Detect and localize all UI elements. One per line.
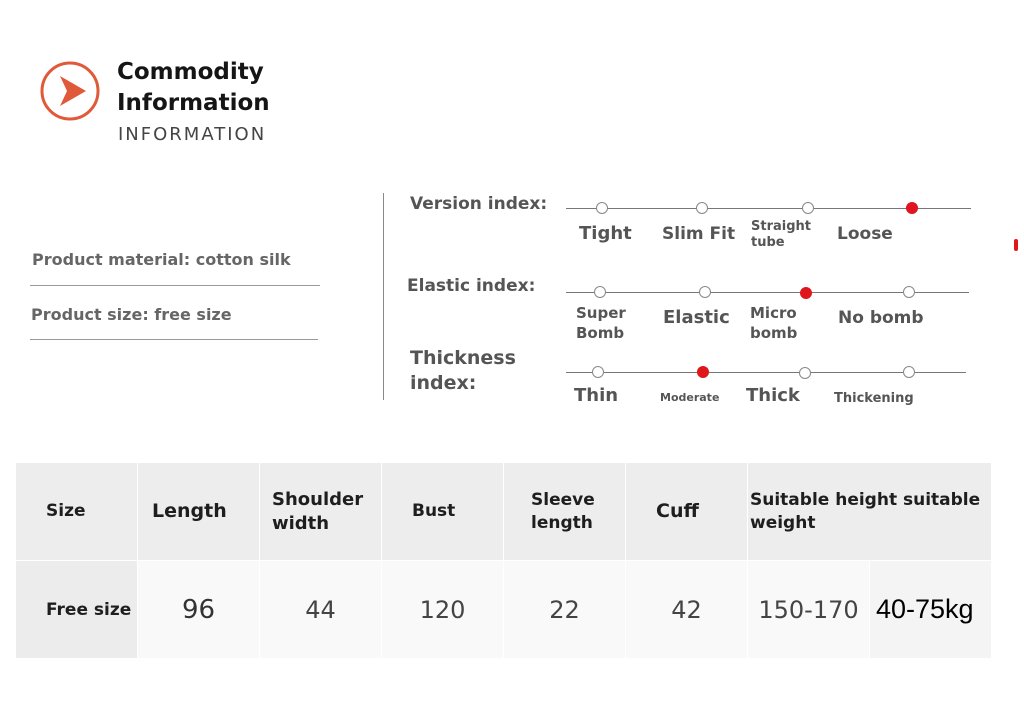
page-title-line2: Information xyxy=(117,90,270,116)
play-arrow-icon xyxy=(40,61,100,121)
table-cell-length: 96 xyxy=(138,561,259,658)
version-index-dot-tight xyxy=(596,202,608,214)
version-option-tight: Tight xyxy=(579,223,632,244)
version-index-dot-straight-tube xyxy=(802,202,814,214)
page-subtitle: INFORMATION xyxy=(118,124,267,145)
elastic-option-super-bomb: Super Bomb xyxy=(576,304,626,342)
table-cell-bust: 120 xyxy=(382,561,503,658)
table-cell-size: Free size xyxy=(16,561,137,658)
product-size: Product size: free size xyxy=(31,305,232,324)
table-header-bust: Bust xyxy=(382,463,503,560)
divider xyxy=(30,339,318,340)
thickness-index-dot-thin xyxy=(592,366,604,378)
version-option-loose: Loose xyxy=(837,224,893,244)
version-index-dot-slim-fit xyxy=(696,202,708,214)
red-mark xyxy=(1014,239,1018,251)
table-header-size: Size xyxy=(16,463,137,560)
thickness-option-moderate: Moderate xyxy=(660,391,720,404)
table-header-cuff: Cuff xyxy=(626,463,747,560)
table-cell-sleeve-length: 22 xyxy=(504,561,625,658)
thickness-index-label: Thickness index: xyxy=(410,347,516,394)
divider xyxy=(30,285,320,286)
elastic-option-micro-bomb: Micro bomb xyxy=(750,304,798,342)
version-option-straight-tube: Straight tube xyxy=(751,219,811,250)
table-header-sleeve-length: Sleeve length xyxy=(504,463,625,560)
version-index-label: Version index: xyxy=(410,194,548,214)
version-index-dot-loose-selected xyxy=(906,202,918,214)
elastic-index-label: Elastic index: xyxy=(407,276,536,296)
elastic-index-dot-no-bomb xyxy=(903,286,915,298)
version-option-slim-fit: Slim Fit xyxy=(662,224,736,244)
elastic-index-dot-super-bomb xyxy=(594,286,606,298)
thickness-option-thin: Thin xyxy=(574,385,619,406)
elastic-index-dot-elastic xyxy=(699,286,711,298)
elastic-option-elastic: Elastic xyxy=(663,307,730,328)
thickness-option-thick: Thick xyxy=(746,385,800,406)
thickness-index-dot-moderate-selected xyxy=(697,366,709,378)
table-cell-shoulder-width: 44 xyxy=(260,561,381,658)
page-title-line1: Commodity xyxy=(117,59,264,85)
thickness-index-dot-thick xyxy=(799,367,811,379)
table-cell-height: 150-170 xyxy=(748,561,869,658)
table-header-suitable-height-weight: Suitable height suitable weight xyxy=(748,463,991,560)
thickness-option-thickening: Thickening xyxy=(834,391,914,406)
vertical-divider xyxy=(383,193,384,400)
version-index-track xyxy=(566,208,971,209)
elastic-option-no-bomb: No bomb xyxy=(838,308,924,328)
table-header-length: Length xyxy=(138,463,259,560)
table-header-shoulder-width: Shoulder width xyxy=(260,463,381,560)
thickness-index-dot-thickening xyxy=(903,366,915,378)
thickness-index-track xyxy=(566,372,966,373)
table-cell-weight: 40-75kg xyxy=(870,561,991,658)
elastic-index-track xyxy=(566,292,969,293)
product-material: Product material: cotton silk xyxy=(32,250,291,269)
table-cell-cuff: 42 xyxy=(626,561,747,658)
elastic-index-dot-micro-bomb-selected xyxy=(800,287,812,299)
